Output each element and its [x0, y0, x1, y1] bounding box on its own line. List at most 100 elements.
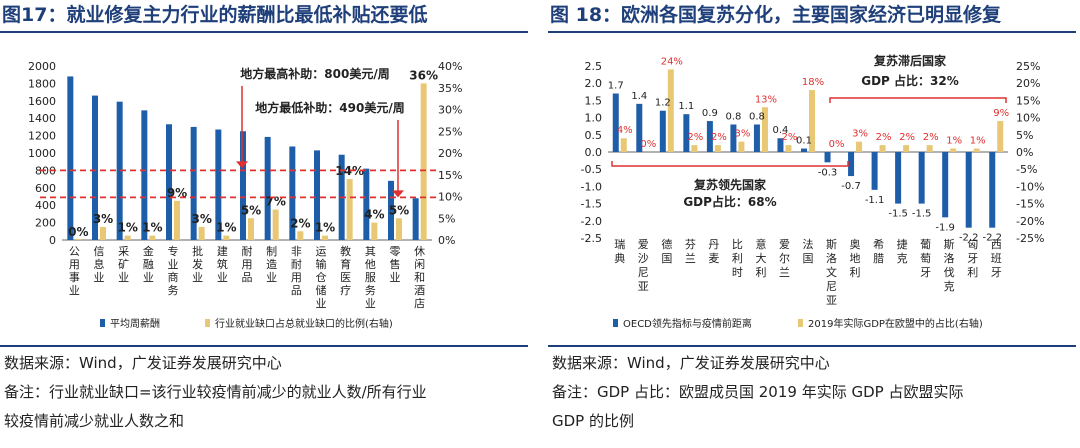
left-y-tick-label: -2.0 — [581, 215, 602, 228]
left-y-tick-label: 600 — [35, 182, 56, 195]
data-label-oecd: -1.1 — [865, 195, 885, 206]
legend-label-gap-share: 行业就业缺口占总就业缺口的比例(右轴) — [215, 317, 393, 330]
x-tick-label: 亚 — [638, 280, 649, 293]
x-tick-label: 批 — [192, 244, 203, 258]
bar-oecd-distance — [942, 152, 949, 218]
data-label-gap-share: 1% — [117, 221, 137, 235]
bar-gdp-share — [926, 145, 933, 152]
data-label-gap-share: 5% — [389, 203, 409, 217]
bar-avg-weekly-pay — [190, 126, 197, 240]
legend-swatch-gdp-share — [798, 319, 803, 327]
x-tick-label: 希 — [873, 237, 884, 251]
bar-gdp-share — [620, 138, 627, 152]
bar-gdp-share — [761, 107, 768, 152]
x-tick-label: 建 — [217, 244, 228, 258]
x-tick-label: 息 — [94, 257, 105, 271]
right-y-tick-label: 40% — [438, 60, 462, 73]
right-bottom-rule — [548, 345, 1076, 347]
left-y-tick-label: 0.0 — [585, 146, 603, 159]
x-tick-label: 牙 — [967, 252, 978, 265]
x-tick-label: 爱 — [779, 238, 790, 251]
data-label-gdp-share: 3% — [852, 129, 868, 140]
x-tick-label: 融 — [143, 258, 154, 271]
x-tick-label: 法 — [803, 237, 814, 251]
x-tick-label: 时 — [732, 266, 743, 279]
x-tick-label: 专 — [168, 244, 179, 258]
x-tick-label: 尔 — [779, 252, 790, 265]
bar-gdp-share — [879, 145, 886, 152]
x-tick-label: 育 — [340, 257, 351, 271]
bar-oecd-distance — [683, 114, 690, 152]
right-y-tick-label: 0% — [1016, 146, 1033, 159]
data-label-oecd: 0.1 — [796, 136, 812, 147]
data-label-oecd: -2.2 — [959, 233, 979, 244]
x-tick-label: 休 — [414, 245, 425, 258]
x-tick-label: 业 — [266, 271, 277, 284]
bar-employment-gap-share — [198, 226, 205, 240]
data-label-gap-share: 2% — [290, 216, 310, 230]
bar-avg-weekly-pay — [240, 131, 246, 240]
data-label-oecd: -1.5 — [912, 209, 932, 220]
x-tick-label: 丹 — [708, 238, 719, 251]
bar-gdp-share — [785, 145, 792, 152]
bar-avg-weekly-pay — [141, 110, 148, 241]
right-y-tick-label: 0% — [438, 234, 455, 247]
x-tick-label: 牙 — [920, 266, 931, 279]
bar-employment-gap-share — [346, 179, 353, 240]
left-y-tick-label: 1.5 — [585, 94, 603, 107]
data-label-gap-share: 5% — [241, 203, 261, 217]
data-label-gdp-share: 0% — [829, 139, 845, 150]
right-chart: -2.5 -2.0 -1.5 -1.0 -0.5 0.0 0.5 1.0 1.5 2.0 2.5 -2… — [581, 53, 1045, 330]
bar-avg-weekly-pay — [363, 168, 370, 240]
x-tick-label: 兰 — [779, 266, 790, 279]
x-tick-label: 服 — [365, 271, 376, 284]
bar-oecd-distance — [753, 124, 760, 152]
left-y-tick-label: 1400 — [28, 112, 56, 125]
data-label-gdp-share: 2% — [687, 132, 703, 143]
bar-oecd-distance — [706, 121, 713, 152]
data-label-oecd: 1.4 — [631, 91, 647, 102]
x-tick-label: 班 — [991, 252, 1002, 265]
x-tick-label: 商 — [168, 270, 179, 284]
data-label-oecd: -1.5 — [888, 209, 908, 220]
bar-gdp-share — [667, 69, 674, 152]
x-tick-label: 非 — [291, 245, 302, 258]
x-tick-label: 酒 — [414, 284, 425, 297]
x-tick-label: 伐 — [944, 266, 955, 279]
x-tick-label: 发 — [192, 257, 203, 271]
legend-swatch-gap-share — [205, 319, 210, 327]
x-tick-label: 用 — [242, 258, 253, 271]
data-label-gap-share: 1% — [216, 221, 236, 235]
x-tick-label: 德 — [661, 237, 672, 251]
bar-employment-gap-share — [174, 200, 180, 240]
x-tick-label: 兰 — [685, 252, 696, 265]
data-label-gap-share: 3% — [191, 212, 211, 226]
x-tick-label: 业 — [143, 271, 154, 284]
bar-oecd-distance — [848, 152, 855, 177]
x-tick-label: 业 — [94, 271, 105, 284]
bar-employment-gap-share — [223, 235, 230, 240]
legend-swatch-oecd — [613, 319, 618, 327]
bar-avg-weekly-pay — [215, 129, 222, 240]
right-y-tick-label: 15% — [438, 169, 462, 182]
x-tick-label: 金 — [143, 244, 154, 258]
x-tick-label: 业 — [118, 271, 129, 284]
bar-oecd-distance — [989, 152, 996, 228]
bar-employment-gap-share — [248, 218, 254, 240]
data-label-gap-share: 1% — [142, 221, 162, 235]
data-label-gap-share: 1% — [315, 221, 335, 235]
x-tick-label: 牙 — [991, 266, 1002, 279]
data-label-gdp-share: 13% — [755, 94, 777, 105]
annotation-lagging-group: 复苏滞后国家 — [873, 53, 947, 68]
left-y-tick-label: 1200 — [28, 130, 56, 143]
right-y-tick-label: -25% — [1016, 232, 1044, 245]
x-tick-label: 斯 — [944, 238, 955, 251]
data-label-oecd: -0.3 — [818, 167, 838, 178]
right-y-tick-label: -20% — [1016, 215, 1044, 228]
x-tick-label: 业 — [365, 297, 376, 310]
x-tick-label: 业 — [69, 284, 80, 297]
data-label-oecd: -2.2 — [982, 233, 1002, 244]
bar-oecd-distance — [730, 124, 737, 152]
legend-swatch-avg-pay — [100, 319, 105, 327]
left-bottom-rule — [0, 345, 528, 347]
